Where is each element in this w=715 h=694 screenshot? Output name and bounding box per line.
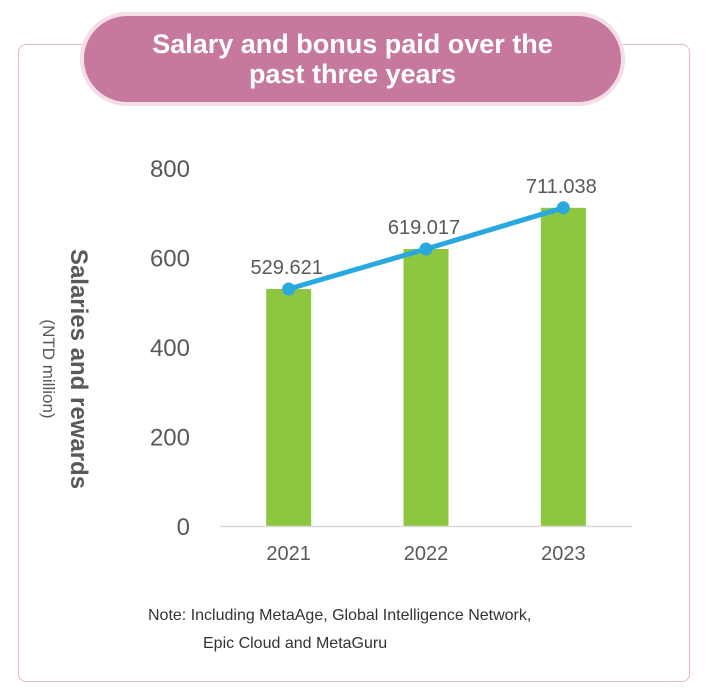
x-tick-label-2022: 2022: [404, 543, 449, 565]
data-label-2021: 529.621: [251, 257, 323, 279]
chart-title-line-1: Salary and bonus paid over the: [152, 29, 553, 59]
y-axis-ticks: 0 200 400 600 800: [150, 156, 190, 541]
footnote: Note: Including MetaAge, Global Intellig…: [148, 602, 668, 658]
x-tick-label-2023: 2023: [541, 543, 586, 565]
y-tick-label-200: 200: [150, 425, 190, 452]
footnote-line-1: Note: Including MetaAge, Global Intellig…: [148, 607, 532, 624]
x-axis-tick-labels: 2021 2022 2023: [266, 543, 585, 565]
y-tick-label-800: 800: [150, 156, 190, 183]
bar-2022: [403, 248, 449, 526]
data-label-2022: 619.017: [388, 217, 460, 239]
bar-2021: [266, 288, 312, 526]
chart-title: Salary and bonus paid over the past thre…: [80, 12, 625, 106]
x-tick-label-2021: 2021: [266, 543, 311, 565]
footnote-line-2: Epic Cloud and MetaGuru: [203, 635, 388, 652]
data-label-2023: 711.038: [526, 176, 597, 198]
trend-point-2022: [419, 242, 433, 256]
bars: [266, 207, 586, 527]
y-tick-label-600: 600: [150, 246, 190, 273]
trend-point-2023: [556, 201, 570, 215]
data-labels: 529.621 619.017 711.038: [251, 176, 597, 279]
trend-point-2021: [282, 282, 296, 296]
bar-2023: [540, 207, 586, 527]
y-tick-label-400: 400: [150, 335, 190, 362]
chart-title-line-2: past three years: [248, 59, 457, 89]
y-tick-label-0: 0: [177, 514, 190, 541]
trend-line: [282, 201, 570, 296]
